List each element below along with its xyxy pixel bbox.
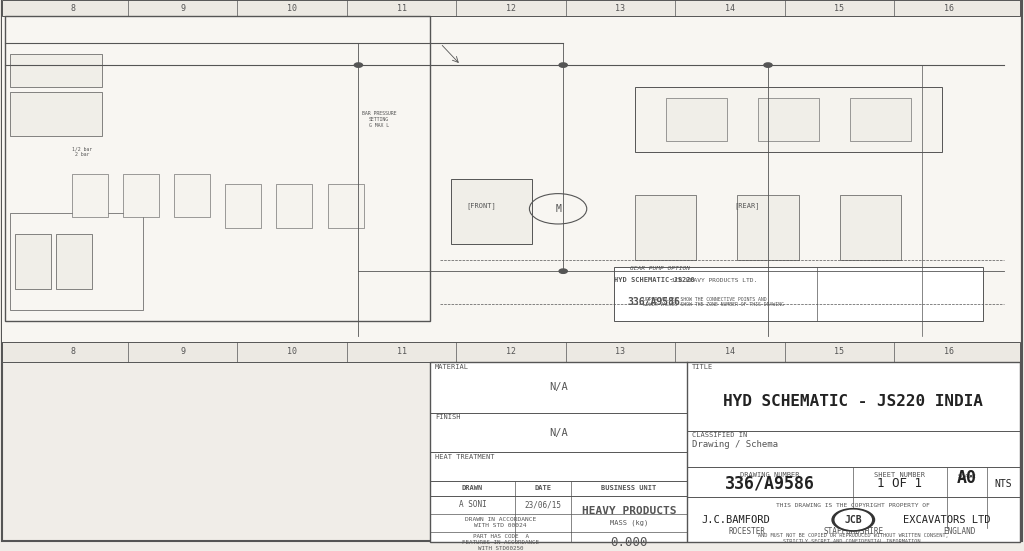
- Circle shape: [559, 63, 567, 67]
- Text: DATE: DATE: [535, 485, 552, 491]
- Bar: [225, 185, 261, 228]
- Text: 11: 11: [396, 4, 407, 13]
- Bar: [635, 195, 696, 260]
- Text: THIS DRAWING IS THE COPYRIGHT PROPERTY OF: THIS DRAWING IS THE COPYRIGHT PROPERTY O…: [776, 503, 930, 507]
- Bar: [2, 342, 1020, 363]
- Bar: [2, 0, 1020, 342]
- Bar: [56, 234, 92, 289]
- Text: NTS: NTS: [994, 479, 1012, 489]
- Text: 15: 15: [835, 4, 845, 13]
- Text: 0.000: 0.000: [610, 536, 647, 549]
- Bar: [10, 92, 102, 136]
- Text: 16: 16: [944, 4, 953, 13]
- Bar: [276, 185, 312, 228]
- Bar: [2, 0, 1020, 17]
- Bar: [840, 195, 901, 260]
- Text: 336/A9586: 336/A9586: [725, 474, 815, 493]
- Text: PART HAS CODE  A
FEATURES IN ACCORDANCE
WITH STD00250: PART HAS CODE A FEATURES IN ACCORDANCE W…: [462, 534, 540, 551]
- Circle shape: [833, 509, 874, 531]
- Text: 13: 13: [615, 348, 626, 356]
- Text: ROCESTER: ROCESTER: [728, 527, 765, 536]
- Bar: [5, 17, 430, 321]
- Circle shape: [764, 63, 772, 67]
- Bar: [850, 98, 911, 141]
- Text: MATERIAL: MATERIAL: [435, 364, 469, 370]
- Text: HEAVY PRODUCTS: HEAVY PRODUCTS: [582, 506, 676, 516]
- Text: JCB HEAVY PRODUCTS LTD.: JCB HEAVY PRODUCTS LTD.: [671, 278, 757, 283]
- Text: 8: 8: [71, 4, 76, 13]
- Bar: [10, 54, 102, 87]
- Text: [FRONT]: [FRONT]: [466, 203, 497, 209]
- Text: M: M: [555, 204, 561, 214]
- Text: HYD SCHEMATIC - JS220 INDIA: HYD SCHEMATIC - JS220 INDIA: [723, 395, 983, 409]
- Text: 9: 9: [180, 348, 185, 356]
- Text: 23/06/15: 23/06/15: [524, 500, 561, 509]
- Text: UPPER VALUES SHOW THE CONNECTIVE POINTS AND
LOWER VALUES SHOW THE ZONE NUMBER OF: UPPER VALUES SHOW THE CONNECTIVE POINTS …: [643, 296, 784, 307]
- Bar: [635, 87, 942, 152]
- Text: FINISH: FINISH: [435, 414, 461, 420]
- Text: STAFFORDSHIRE: STAFFORDSHIRE: [823, 527, 884, 536]
- Text: TITLE: TITLE: [692, 364, 713, 370]
- Text: 13: 13: [615, 4, 626, 13]
- Text: GEAR PUMP OPTION: GEAR PUMP OPTION: [631, 266, 690, 271]
- Text: 14: 14: [725, 4, 735, 13]
- Text: Drawing / Schema: Drawing / Schema: [692, 440, 778, 450]
- Bar: [72, 174, 108, 217]
- Text: BAR PRESSURE
SETTING
G MAX L: BAR PRESSURE SETTING G MAX L: [361, 111, 396, 128]
- Text: HYD SCHEMATIC-JS220: HYD SCHEMATIC-JS220: [613, 277, 694, 283]
- Bar: [614, 267, 983, 321]
- Text: 11: 11: [396, 348, 407, 356]
- Text: N/A: N/A: [549, 382, 567, 392]
- Text: 336/A9586: 336/A9586: [628, 297, 681, 307]
- Bar: [430, 363, 1020, 542]
- Text: HEAT TREATMENT: HEAT TREATMENT: [435, 454, 495, 460]
- Text: 12: 12: [506, 4, 516, 13]
- Text: 15: 15: [835, 348, 845, 356]
- Text: JCB: JCB: [845, 515, 862, 525]
- Text: AND MUST NOT BE COPIED OR REPRODUCED WITHOUT WRITTEN CONSENT,
STRICTLY SECRET AN: AND MUST NOT BE COPIED OR REPRODUCED WIT…: [758, 533, 948, 544]
- Bar: [10, 213, 143, 310]
- Text: 8: 8: [71, 348, 76, 356]
- Bar: [174, 174, 210, 217]
- Bar: [123, 174, 159, 217]
- Text: EXCAVATORS LTD: EXCAVATORS LTD: [903, 515, 990, 525]
- Text: DRAWN: DRAWN: [462, 485, 483, 491]
- Text: MASS (kg): MASS (kg): [610, 519, 648, 526]
- Text: DRAWING NUMBER: DRAWING NUMBER: [740, 472, 800, 478]
- Text: DRAWN IN ACCORDANCE
WITH STD 00024: DRAWN IN ACCORDANCE WITH STD 00024: [465, 517, 537, 528]
- Text: 14: 14: [725, 348, 735, 356]
- Circle shape: [354, 63, 362, 67]
- Text: 12: 12: [506, 348, 516, 356]
- Text: ENGLAND: ENGLAND: [944, 527, 976, 536]
- Bar: [328, 185, 364, 228]
- Text: 9: 9: [180, 4, 185, 13]
- Text: SCALE: SCALE: [957, 474, 976, 479]
- Bar: [15, 234, 51, 289]
- Text: J.C.BAMFORD: J.C.BAMFORD: [701, 515, 770, 525]
- Text: 1 OF 1: 1 OF 1: [878, 477, 923, 490]
- Text: 10: 10: [287, 348, 297, 356]
- Bar: [737, 195, 799, 260]
- Bar: [451, 179, 532, 244]
- Text: [REAR]: [REAR]: [735, 203, 760, 209]
- Text: 16: 16: [944, 348, 953, 356]
- Text: A0: A0: [956, 469, 977, 487]
- Text: CLASSIFIED IN: CLASSIFIED IN: [692, 433, 748, 439]
- Bar: [758, 98, 819, 141]
- Text: SHEET NUMBER: SHEET NUMBER: [874, 472, 926, 478]
- Text: 10: 10: [287, 4, 297, 13]
- Text: BUSINESS UNIT: BUSINESS UNIT: [601, 485, 656, 491]
- Circle shape: [559, 269, 567, 273]
- Text: 1/2 bar
2 bar: 1/2 bar 2 bar: [72, 147, 92, 157]
- Circle shape: [836, 510, 871, 530]
- Bar: [666, 98, 727, 141]
- Text: A SONI: A SONI: [459, 500, 486, 509]
- Text: N/A: N/A: [549, 428, 567, 437]
